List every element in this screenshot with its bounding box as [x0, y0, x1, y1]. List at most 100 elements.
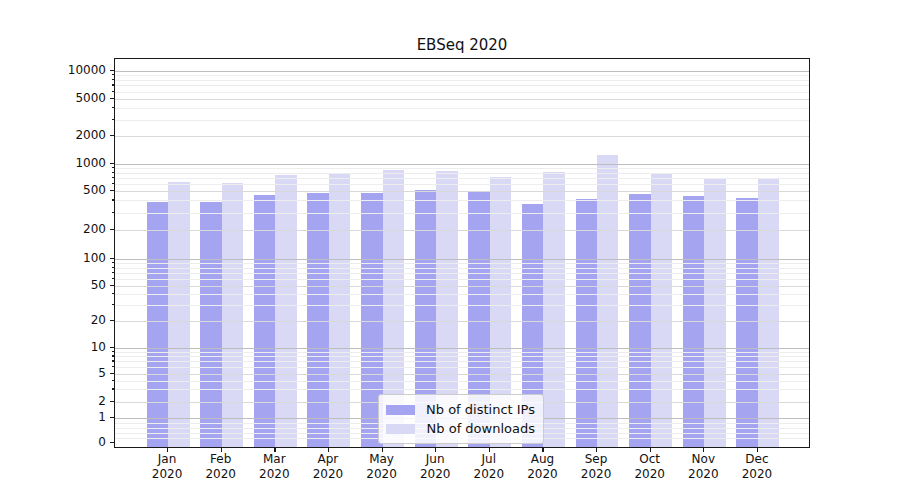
grid-line	[115, 75, 809, 76]
y-tick-label: 50	[6, 278, 106, 292]
grid-line	[115, 305, 809, 306]
y-minor-tick-mark	[112, 79, 115, 80]
y-minor-tick-mark	[112, 380, 115, 381]
y-tick-label: 2000	[6, 128, 106, 142]
plot-area	[114, 58, 810, 448]
grid-line	[115, 279, 809, 280]
y-tick-mark	[110, 442, 115, 443]
y-tick-mark	[110, 373, 115, 374]
grid-line	[115, 286, 809, 287]
grid-line	[115, 136, 809, 137]
x-tick-label: Mar2020	[244, 452, 304, 482]
bar-distinct-ips	[576, 199, 597, 447]
x-tick-label: Dec2020	[727, 452, 787, 482]
y-minor-tick-mark	[112, 272, 115, 273]
x-tick-label: May2020	[352, 452, 412, 482]
y-tick-mark	[110, 163, 115, 164]
y-minor-tick-mark	[112, 262, 115, 263]
y-minor-tick-mark	[112, 172, 115, 173]
x-tick-label: Jul2020	[459, 452, 519, 482]
x-tick-label: Sep2020	[566, 452, 626, 482]
grid-line	[115, 273, 809, 274]
grid-line	[115, 352, 809, 353]
y-tick-mark	[110, 401, 115, 402]
legend: Nb of distinct IPs Nb of downloads	[378, 394, 544, 444]
y-tick-mark	[110, 285, 115, 286]
x-tick-label: Feb2020	[191, 452, 251, 482]
grid-line	[115, 168, 809, 169]
y-minor-tick-mark	[112, 293, 115, 294]
y-tick-label: 200	[6, 222, 106, 236]
x-tick-label: Jun2020	[405, 452, 465, 482]
x-tick-label: Nov2020	[673, 452, 733, 482]
x-tick-label: Aug2020	[512, 452, 572, 482]
y-minor-tick-mark	[112, 177, 115, 178]
y-minor-tick-mark	[112, 107, 115, 108]
y-minor-tick-mark	[112, 278, 115, 279]
grid-line	[115, 374, 809, 375]
grid-line	[115, 361, 809, 362]
legend-row: Nb of downloads	[386, 419, 535, 438]
y-tick-label: 5000	[6, 91, 106, 105]
bar-downloads	[597, 155, 618, 447]
grid-line	[115, 294, 809, 295]
bar-distinct-ips	[736, 198, 757, 447]
grid-line	[115, 173, 809, 174]
chart-title: EBSeq 2020	[114, 36, 810, 54]
bar-downloads	[222, 183, 243, 447]
grid-line	[115, 321, 809, 322]
legend-swatch	[386, 405, 415, 415]
bar-downloads	[704, 178, 725, 447]
y-tick-mark	[110, 190, 115, 191]
y-tick-mark	[110, 347, 115, 348]
y-minor-tick-mark	[112, 366, 115, 367]
y-minor-tick-mark	[112, 183, 115, 184]
y-tick-label: 1	[6, 410, 106, 424]
y-tick-label: 1000	[6, 156, 106, 170]
legend-row: Nb of distinct IPs	[386, 400, 535, 419]
x-tick-label: Oct2020	[620, 452, 680, 482]
y-minor-tick-mark	[112, 167, 115, 168]
figure: EBSeq 2020 Nb of distinct IPs Nb of downl…	[0, 0, 900, 500]
grid-line	[115, 348, 809, 349]
y-tick-label: 100	[6, 251, 106, 265]
y-tick-label: 500	[6, 183, 106, 197]
y-tick-label: 5	[6, 366, 106, 380]
y-tick-mark	[110, 258, 115, 259]
grid-line	[115, 356, 809, 357]
bar-distinct-ips	[147, 202, 168, 447]
y-minor-tick-mark	[112, 304, 115, 305]
y-minor-tick-mark	[112, 84, 115, 85]
grid-line	[115, 191, 809, 192]
grid-line	[115, 99, 809, 100]
grid-line	[115, 268, 809, 269]
grid-line	[115, 164, 809, 165]
y-tick-mark	[110, 70, 115, 71]
grid-line	[115, 108, 809, 109]
legend-label: Nb of downloads	[423, 421, 535, 436]
y-tick-mark	[110, 98, 115, 99]
y-minor-tick-mark	[112, 388, 115, 389]
y-minor-tick-mark	[112, 355, 115, 356]
y-minor-tick-mark	[112, 360, 115, 361]
bar-distinct-ips	[200, 202, 221, 447]
grid-line	[115, 85, 809, 86]
bar-downloads	[275, 175, 296, 447]
grid-line	[115, 178, 809, 179]
bar-downloads	[758, 178, 779, 447]
y-tick-mark	[110, 417, 115, 418]
bar-downloads	[651, 173, 672, 447]
grid-line	[115, 200, 809, 201]
grid-line	[115, 80, 809, 81]
y-minor-tick-mark	[112, 267, 115, 268]
y-minor-tick-mark	[112, 74, 115, 75]
y-tick-label: 0	[6, 435, 106, 449]
x-tick-label: Apr2020	[298, 452, 358, 482]
grid-line	[115, 71, 809, 72]
bar-downloads	[329, 173, 350, 447]
legend-label: Nb of distinct IPs	[423, 402, 535, 417]
y-minor-tick-mark	[112, 351, 115, 352]
y-minor-tick-mark	[112, 199, 115, 200]
grid-line	[115, 120, 809, 121]
x-tick-label: Jan2020	[137, 452, 197, 482]
